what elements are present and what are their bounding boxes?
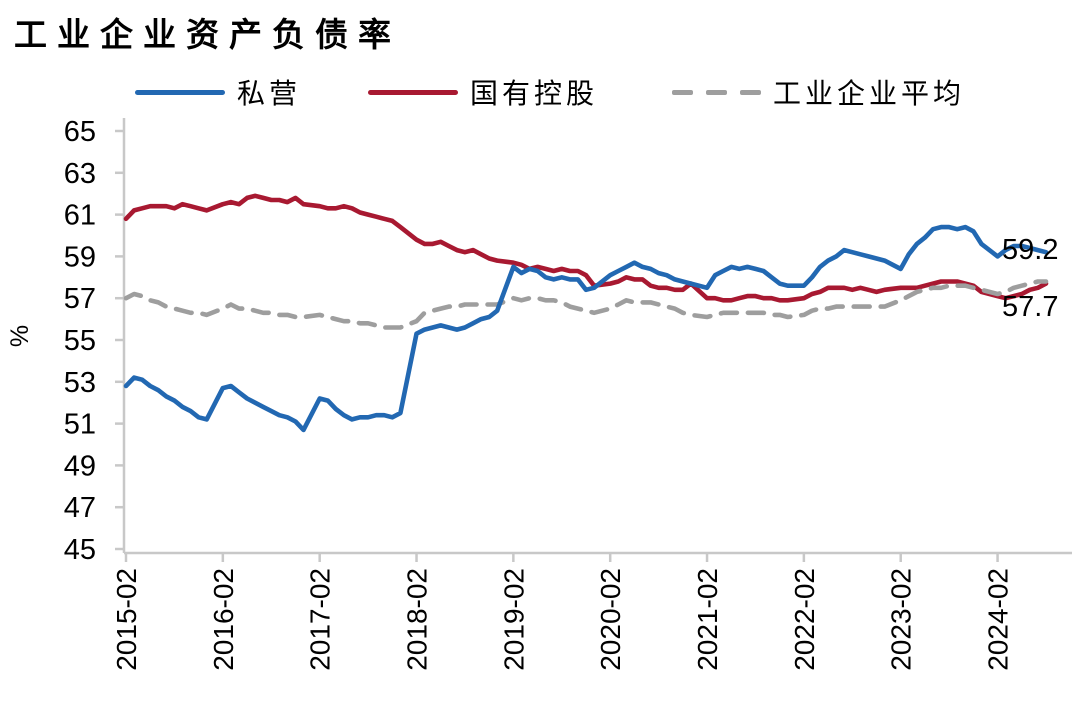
x-tick-label: 2015-02 xyxy=(111,568,142,671)
y-tick-label: 53 xyxy=(64,367,96,399)
chart-title: 工业企业资产负债率 xyxy=(14,18,401,54)
x-tick-label: 2021-02 xyxy=(692,568,723,671)
y-tick-label: 65 xyxy=(64,116,96,148)
end-label-state: 57.7 xyxy=(1002,291,1059,323)
y-tick-label: 47 xyxy=(64,492,96,524)
legend-line-average-icon xyxy=(672,89,761,95)
legend-label-private: 私营 xyxy=(237,79,302,110)
series-line-工业企业平均 xyxy=(123,279,1049,330)
x-tick-label: 2024-02 xyxy=(983,568,1014,671)
legend-line-private-icon xyxy=(135,89,225,95)
legend-line-state-icon xyxy=(368,89,458,95)
legend-item-average: 工业企业平均 xyxy=(672,76,965,110)
y-tick-label: 59 xyxy=(64,241,96,273)
legend-item-private: 私营 xyxy=(135,76,301,110)
y-tick-label: 55 xyxy=(64,325,96,357)
series-line-私营 xyxy=(123,224,1049,433)
y-axis-unit-label: % xyxy=(6,325,34,347)
x-tick-label: 2020-02 xyxy=(595,568,626,671)
y-tick-label: 61 xyxy=(64,200,96,232)
legend-item-state: 国有控股 xyxy=(368,76,598,110)
x-tick-label: 2018-02 xyxy=(402,568,433,671)
x-tick-label: 2016-02 xyxy=(208,568,239,671)
x-tick-label: 2019-02 xyxy=(498,568,529,671)
x-tick-label: 2022-02 xyxy=(789,568,820,671)
y-tick-label: 49 xyxy=(64,450,96,482)
x-tick-label: 2017-02 xyxy=(305,568,336,671)
legend-label-average: 工业企业平均 xyxy=(773,79,966,110)
y-tick-label: 57 xyxy=(64,283,96,315)
legend: 私营 国有控股 工业企业平均 xyxy=(0,76,1080,110)
y-tick-label: 63 xyxy=(64,158,96,190)
end-label-private: 59.2 xyxy=(1002,234,1059,266)
x-tick-label: 2023-02 xyxy=(886,568,917,671)
y-tick-label: 45 xyxy=(64,534,96,566)
y-tick-label: 51 xyxy=(64,409,96,441)
series-line-国有控股 xyxy=(123,193,1049,303)
legend-label-state: 国有控股 xyxy=(470,79,599,110)
